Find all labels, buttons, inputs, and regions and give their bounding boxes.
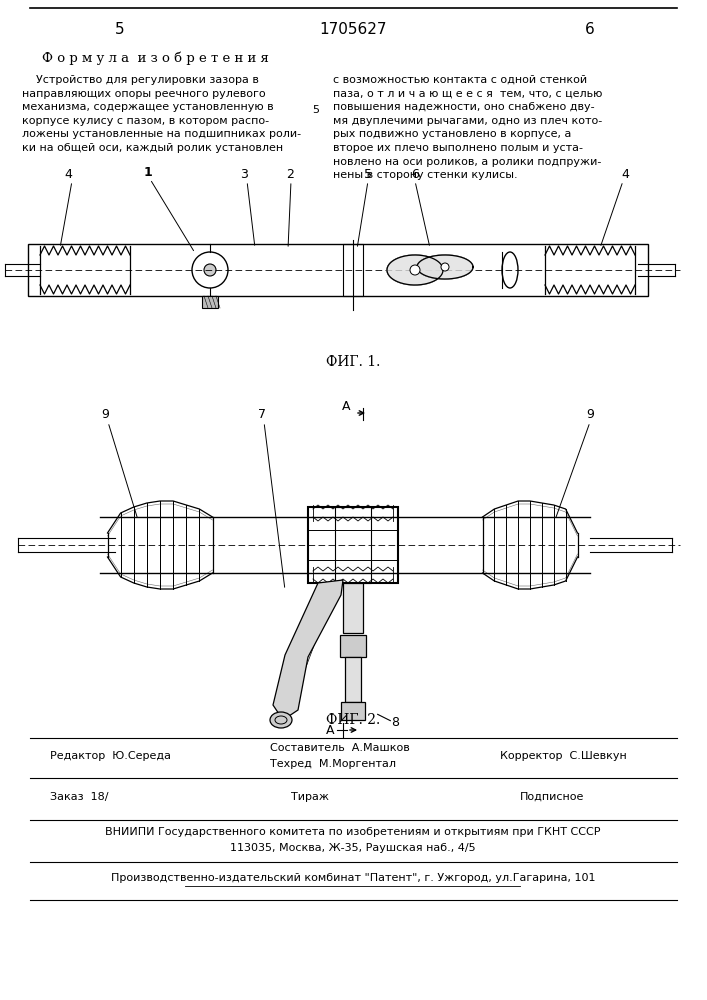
Text: ФИГ. 1.: ФИГ. 1. [326,355,380,369]
Bar [345,657,361,702]
Text: 8: 8 [391,716,399,730]
Bar [202,296,218,308]
Text: Корректор  С.Шевкун: Корректор С.Шевкун [500,751,626,761]
Circle shape [204,264,216,276]
Text: Заказ  18/: Заказ 18/ [50,792,108,802]
Bar [308,507,398,583]
Text: 3: 3 [240,168,248,182]
Text: Устройство для регулировки зазора в
направляющих опоры реечного рулевого
механиз: Устройство для регулировки зазора в напр… [22,75,301,153]
Text: Тираж: Тираж [291,792,329,802]
Polygon shape [387,255,443,285]
Bar [28,244,648,296]
Bar [340,635,366,657]
Text: 113035, Москва, Ж-35, Раушская наб., 4/5: 113035, Москва, Ж-35, Раушская наб., 4/5 [230,843,476,853]
Text: Редактор  Ю.Середа: Редактор Ю.Середа [50,751,171,761]
Text: 7: 7 [258,408,266,422]
Text: Техред  М.Моргентал: Техред М.Моргентал [270,759,396,769]
Text: А: А [326,724,334,736]
Text: Ф о р м у л а  и з о б р е т е н и я: Ф о р м у л а и з о б р е т е н и я [42,51,269,65]
Text: А: А [341,399,350,412]
Text: 1705627: 1705627 [320,22,387,37]
Bar [343,583,363,633]
Circle shape [410,265,420,275]
Polygon shape [273,580,343,720]
Text: 1: 1 [144,165,153,178]
Ellipse shape [270,712,292,728]
Bar [341,702,365,720]
Text: Составитель  А.Машков: Составитель А.Машков [270,743,410,753]
Text: 4: 4 [64,168,72,182]
Text: 6: 6 [411,168,419,182]
Bar [335,507,371,583]
Text: 2: 2 [286,168,294,182]
Polygon shape [417,255,473,279]
Text: Подписное: Подписное [520,792,585,802]
Text: ФИГ. 2.: ФИГ. 2. [326,713,380,727]
Text: 5: 5 [312,105,320,115]
Text: ВНИИПИ Государственного комитета по изобретениям и открытиям при ГКНТ СССР: ВНИИПИ Государственного комитета по изоб… [105,827,601,837]
Text: 5: 5 [364,168,372,182]
Text: 9: 9 [586,408,594,422]
Text: Производственно-издательский комбинат "Патент", г. Ужгород, ул.Гагарина, 101: Производственно-издательский комбинат "П… [111,873,595,883]
Text: 6: 6 [585,22,595,37]
Text: 4: 4 [621,168,629,182]
Bar [343,244,363,296]
Text: с возможностью контакта с одной стенкой
паза, о т л и ч а ю щ е е с я  тем, что,: с возможностью контакта с одной стенкой … [333,75,602,180]
Text: 9: 9 [101,408,109,422]
Circle shape [441,263,449,271]
Text: 5: 5 [115,22,125,37]
